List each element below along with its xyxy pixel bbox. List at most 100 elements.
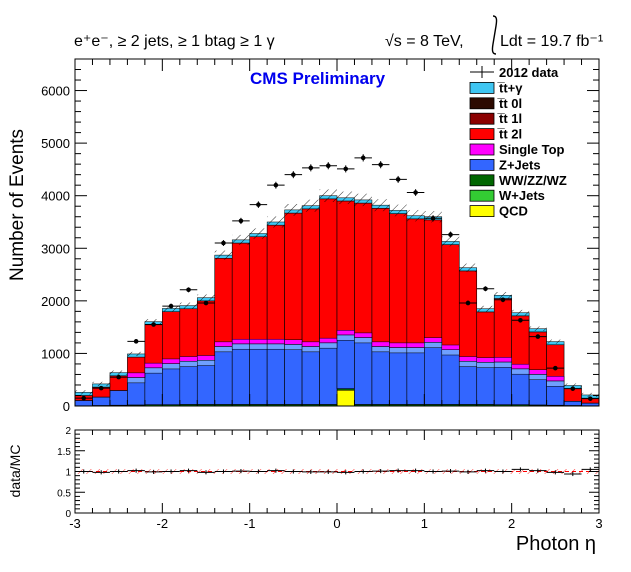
y-tick-label: 1000 <box>41 346 70 361</box>
ratio-y-tick-label: 1 <box>65 468 71 479</box>
ratio-y-axis-ticks: 0 0.5 1 1.5 2 <box>57 426 599 520</box>
bar-zjets <box>214 346 233 405</box>
data-point <box>302 164 320 172</box>
uncertainty-bin <box>232 234 250 245</box>
bar-qcd <box>336 389 355 407</box>
bar-tt2l <box>214 257 233 347</box>
data-point <box>494 297 512 303</box>
ratio-point <box>564 471 582 477</box>
data-point <box>424 215 442 222</box>
x-axis-title: Photon η <box>516 533 596 555</box>
data-point <box>197 300 215 306</box>
ratio-point <box>529 468 547 473</box>
bar-tt2l <box>406 218 425 348</box>
data-point <box>249 201 268 208</box>
bar-tt2l <box>319 198 338 344</box>
ratio-point <box>406 468 425 473</box>
data-point <box>162 303 180 309</box>
lumi-label: Ldt = 19.7 fb⁻¹ <box>500 33 603 50</box>
legend-label: t̅t 0l <box>497 96 522 111</box>
ratio-point <box>476 468 495 473</box>
bar-tt2l <box>511 315 530 370</box>
bar-zjets <box>493 361 512 405</box>
bar-singletop-band <box>389 342 408 348</box>
bar-zjets-band <box>424 342 443 348</box>
bar-zjets-band <box>197 360 215 366</box>
legend-entry: W+Jets <box>469 188 545 203</box>
uncertainty-bin <box>441 236 460 247</box>
ratio-point <box>302 469 320 474</box>
y-tick-label: 5000 <box>41 136 70 151</box>
data-point <box>476 286 495 292</box>
data-point <box>441 231 460 238</box>
bar-zjets-band <box>389 347 408 354</box>
bar-singletop-band <box>424 337 443 343</box>
bar-zjets <box>476 362 495 405</box>
ratio-point <box>109 469 128 474</box>
data-point <box>371 161 390 169</box>
bar-zjets-band <box>546 380 565 387</box>
bar-tt2l <box>371 208 390 347</box>
bar-zjets-band <box>266 343 285 350</box>
uncertainty-bin <box>144 319 163 325</box>
bar-zjets-band <box>162 363 181 370</box>
data-point <box>214 240 233 246</box>
bar-zjets-band <box>528 374 547 380</box>
bar-singletop-band <box>336 330 355 336</box>
data-point <box>389 175 407 183</box>
ratio-x-axis-ticks: -3 -2 -1 0 1 2 3 <box>69 430 603 531</box>
bar-tt2l <box>301 208 320 347</box>
bar-zjets <box>266 343 285 405</box>
legend-label: t̅t 1l <box>497 111 522 126</box>
bar-zjets-band <box>459 361 477 367</box>
bar-tt2l <box>284 212 303 345</box>
bar-zjets <box>179 361 198 405</box>
bar-tt2l <box>336 200 355 336</box>
uncertainty-bin <box>564 383 582 388</box>
data-point <box>581 396 599 401</box>
bar-singletop-band <box>284 339 303 345</box>
ratio-point <box>214 469 233 474</box>
data-point <box>267 181 285 189</box>
bar-zjets <box>336 334 355 389</box>
ratio-plot <box>75 467 599 477</box>
bar-zjets-band <box>493 361 512 368</box>
ratio-point <box>337 470 355 475</box>
data-point <box>319 162 337 170</box>
bar-singletop-band <box>127 372 146 378</box>
bar-tt2l <box>249 236 268 345</box>
uncertainty-bin <box>92 381 110 387</box>
data-point <box>546 365 565 371</box>
data-point <box>564 386 582 391</box>
x-tick-label: 1 <box>421 516 428 531</box>
bar-tt2l <box>424 219 443 343</box>
bar-zjets-band <box>214 346 233 353</box>
uncertainty-bin <box>214 250 233 260</box>
y-tick-label: 3000 <box>41 241 70 256</box>
bar-tt2l <box>389 213 408 348</box>
ratio-point <box>581 467 599 472</box>
bar-zjets-band <box>179 361 198 367</box>
uncertainty-bin <box>337 191 355 205</box>
x-tick-label: 2 <box>508 516 515 531</box>
ratio-point <box>92 470 110 475</box>
integral-icon <box>491 15 498 55</box>
bar-zjets <box>319 342 338 405</box>
bar-zjets <box>563 400 582 406</box>
bar-zjets-band <box>144 367 163 374</box>
uncertainty-bin <box>75 390 93 395</box>
ratio-y-tick-label: 0.5 <box>57 488 71 499</box>
uncertainty-bin <box>354 193 372 207</box>
ratio-point <box>441 469 460 474</box>
bar-zjets-band <box>441 349 460 356</box>
bar-tt2l <box>493 298 512 363</box>
bar-zjets <box>458 361 478 405</box>
bar-tt2l <box>144 324 163 369</box>
ratio-point <box>284 469 303 474</box>
ratio-y-tick-label: 1.5 <box>57 447 71 458</box>
bar-singletop-band <box>371 341 390 347</box>
bar-singletop-band <box>319 337 338 344</box>
bar-singletop-band <box>179 356 198 362</box>
data-point <box>144 322 163 327</box>
bar-tt2l <box>441 244 460 351</box>
